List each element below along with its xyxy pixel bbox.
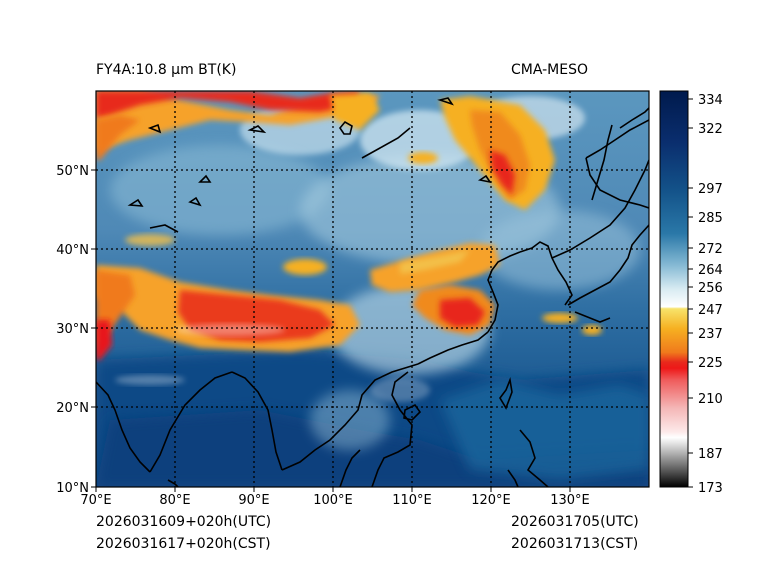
lat-tick-20: 20°N	[56, 401, 89, 416]
colorbar-label: 272	[698, 242, 723, 257]
satellite-image	[96, 91, 649, 487]
colorbar-label: 225	[698, 356, 723, 371]
colorbar: 334 322 297 285 272 264 256 247 237 225 210 187 173	[659, 90, 723, 496]
init-time-cst: 2026031617+020h(CST)	[96, 536, 271, 552]
lon-tick-130: 130°E	[550, 493, 590, 508]
lat-tick-10: 10°N	[56, 481, 89, 496]
colorbar-label: 237	[698, 327, 723, 342]
colorbar-frame	[659, 90, 689, 488]
axis-ticks	[91, 169, 571, 492]
lat-tick-40: 40°N	[56, 243, 89, 258]
colorbar-label: 264	[698, 263, 723, 278]
valid-time-cst: 2026031713(CST)	[511, 536, 639, 552]
map-title: FY4A:10.8 µm BT(K)	[96, 62, 237, 78]
coastlines	[96, 97, 649, 487]
lon-tick-70: 70°E	[80, 493, 111, 508]
colorbar-label: 297	[698, 182, 723, 197]
colorbar-label: 173	[698, 481, 723, 496]
colorbar-label: 334	[698, 93, 723, 108]
colorbar-ticks	[688, 98, 693, 488]
map-frame	[95, 90, 650, 488]
colorbar-label: 187	[698, 447, 723, 462]
lon-tick-80: 80°E	[159, 493, 190, 508]
lon-tick-110: 110°E	[392, 493, 432, 508]
lat-tick-labels: 10°N 20°N 30°N 40°N 50°N	[56, 164, 89, 496]
lat-tick-50: 50°N	[56, 164, 89, 179]
colorbar-label: 247	[698, 303, 723, 318]
lon-tick-labels: 70°E 80°E 90°E 100°E 110°E 120°E 130°E	[80, 493, 589, 508]
colorbar-label: 256	[698, 281, 723, 296]
init-time-utc: 2026031609+020h(UTC)	[96, 514, 272, 530]
graticule	[96, 91, 649, 487]
colorbar-gradient	[660, 91, 688, 487]
lon-tick-90: 90°E	[238, 493, 269, 508]
model-name: CMA-MESO	[511, 62, 589, 78]
valid-time-utc: 2026031705(UTC)	[511, 514, 639, 530]
colorbar-label: 285	[698, 211, 723, 226]
lon-tick-100: 100°E	[313, 493, 353, 508]
colorbar-label: 210	[698, 392, 723, 407]
lat-tick-30: 30°N	[56, 322, 89, 337]
colorbar-labels: 334 322 297 285 272 264 256 247 237 225 210 187 173	[698, 93, 723, 496]
colorbar-label: 322	[698, 122, 723, 137]
lon-tick-120: 120°E	[471, 493, 511, 508]
